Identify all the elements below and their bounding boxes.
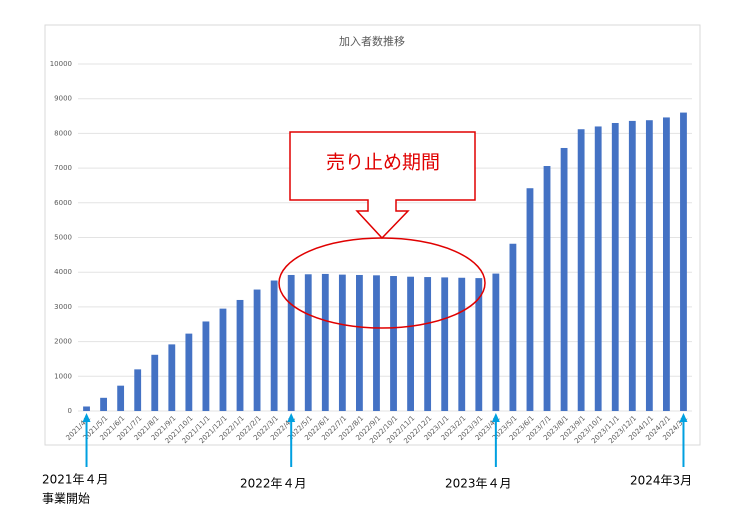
bar <box>236 299 244 411</box>
y-tick-label: 6000 <box>54 199 72 207</box>
y-tick-label: 5000 <box>54 234 72 242</box>
bar <box>458 277 466 411</box>
y-tick-label: 3000 <box>54 303 72 311</box>
bar <box>645 120 653 412</box>
bar <box>594 126 602 412</box>
y-tick-label: 10000 <box>50 60 72 68</box>
chart-title: 加入者数推移 <box>339 34 405 48</box>
arrow-head <box>287 413 296 422</box>
annotation: 2021年４月 <box>42 473 109 487</box>
bar <box>390 276 397 411</box>
arrow-head <box>82 413 91 422</box>
bar <box>424 277 432 411</box>
bar <box>304 274 312 411</box>
bar <box>321 273 329 411</box>
bar <box>628 120 636 412</box>
bar <box>356 274 363 411</box>
y-tick-label: 2000 <box>54 338 72 346</box>
bar <box>526 188 534 411</box>
highlight-ellipse <box>278 237 486 329</box>
bar <box>134 369 142 411</box>
bar <box>543 166 551 411</box>
arrow-head <box>491 413 500 422</box>
bar <box>100 397 107 411</box>
arrow-head <box>679 413 688 422</box>
bar <box>185 333 193 411</box>
annotation: 2022年４月 <box>240 477 307 491</box>
bar <box>373 275 380 411</box>
bar <box>560 147 568 411</box>
y-tick-label: 8000 <box>54 129 72 137</box>
bar <box>492 273 500 411</box>
bar <box>475 278 483 411</box>
y-tick-label: 4000 <box>54 268 72 276</box>
bar <box>83 406 90 411</box>
bar <box>441 277 449 411</box>
y-tick-label: 9000 <box>54 95 72 103</box>
y-tick-label: 0 <box>68 407 72 415</box>
bar <box>151 354 159 411</box>
annotation: 2024年3月 <box>630 474 692 488</box>
bar <box>270 280 278 411</box>
bar <box>168 344 176 411</box>
y-tick-label: 7000 <box>54 164 72 172</box>
bar <box>407 276 414 411</box>
bar <box>611 122 619 412</box>
bar <box>680 112 687 411</box>
chart-frame <box>44 24 701 446</box>
bar <box>253 289 261 411</box>
bar <box>219 308 227 411</box>
annotation: 事業開始 <box>42 492 90 506</box>
annotation: 2023年４月 <box>445 477 512 491</box>
callout-box <box>289 131 476 240</box>
bar <box>509 243 517 411</box>
bar <box>338 274 346 411</box>
bar <box>663 117 670 412</box>
bar <box>577 129 585 411</box>
callout-text: 売り止め期間 <box>326 152 440 174</box>
bar <box>287 274 295 411</box>
y-tick-label: 1000 <box>54 372 72 380</box>
bar <box>117 385 125 411</box>
bar <box>202 321 210 411</box>
